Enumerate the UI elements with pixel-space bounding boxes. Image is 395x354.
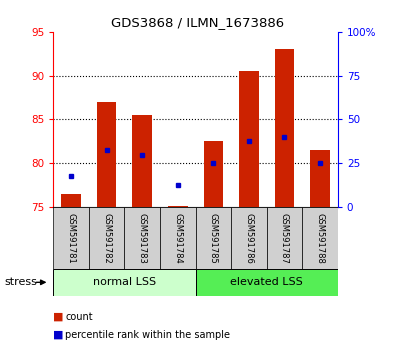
Text: normal LSS: normal LSS xyxy=(93,277,156,287)
Text: ■: ■ xyxy=(53,312,64,322)
Bar xyxy=(53,269,196,296)
Bar xyxy=(196,269,338,296)
Text: count: count xyxy=(65,312,93,322)
Bar xyxy=(89,207,124,269)
Bar xyxy=(160,207,196,269)
Text: stress: stress xyxy=(4,277,37,287)
Bar xyxy=(132,115,152,207)
Text: GSM591783: GSM591783 xyxy=(138,213,147,263)
Text: ■: ■ xyxy=(53,330,64,339)
Text: elevated LSS: elevated LSS xyxy=(230,277,303,287)
Bar xyxy=(203,141,223,207)
Bar xyxy=(168,206,188,207)
Bar xyxy=(302,207,338,269)
Text: GSM591784: GSM591784 xyxy=(173,213,182,263)
Text: GSM591787: GSM591787 xyxy=(280,213,289,263)
Text: GSM591788: GSM591788 xyxy=(316,213,324,263)
Text: GSM591782: GSM591782 xyxy=(102,213,111,263)
Bar xyxy=(124,207,160,269)
Text: percentile rank within the sample: percentile rank within the sample xyxy=(65,330,230,339)
Bar xyxy=(196,207,231,269)
Text: GDS3868 / ILMN_1673886: GDS3868 / ILMN_1673886 xyxy=(111,16,284,29)
Text: GSM591785: GSM591785 xyxy=(209,213,218,263)
Bar xyxy=(275,50,294,207)
Bar xyxy=(267,207,302,269)
Bar xyxy=(97,102,117,207)
Bar xyxy=(53,207,89,269)
Text: GSM591781: GSM591781 xyxy=(67,213,75,263)
Bar xyxy=(310,150,330,207)
Bar xyxy=(239,71,259,207)
Bar xyxy=(61,194,81,207)
Bar xyxy=(231,207,267,269)
Text: GSM591786: GSM591786 xyxy=(245,213,253,263)
